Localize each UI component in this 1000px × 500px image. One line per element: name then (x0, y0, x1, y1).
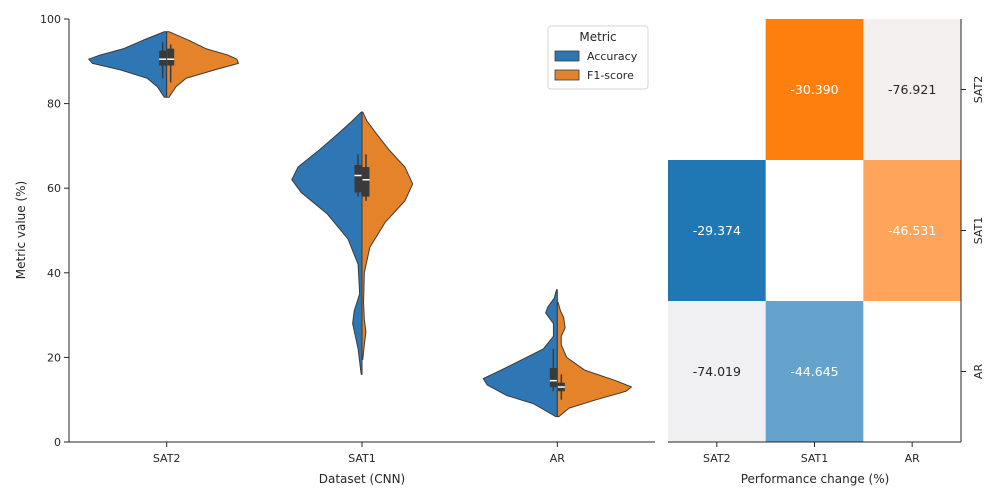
violin-x-tick-label-sat1: SAT1 (348, 452, 376, 465)
heatmap-x-tick-label-ar: AR (905, 452, 921, 465)
violin-y-tick-label: 100 (40, 13, 61, 26)
violin-y-tick-label: 0 (54, 436, 61, 449)
heatmap-value-sat2-ar: -76.921 (888, 82, 936, 97)
heatmap-cell-ar-sat1 (765, 301, 864, 443)
legend: Metric Accuracy F1-score (547, 25, 649, 90)
heatmap-x-ticks: SAT2 SAT1 AR (703, 442, 920, 465)
violin-bodies (88, 31, 632, 418)
violin-accuracy-ar (482, 289, 558, 418)
heatmap-cell-sat1-sat2 (668, 160, 767, 302)
heatmap-cells (668, 19, 962, 443)
violin-y-tick-label: 60 (47, 182, 61, 195)
heatmap-x-tick-label-sat2: SAT2 (703, 452, 731, 465)
heatmap-y-tick-label-ar: AR (972, 364, 985, 380)
heatmap-cell-sat1-sat1 (765, 160, 864, 302)
violin-y-tick-label: 40 (47, 267, 61, 280)
legend-title: Metric (579, 30, 616, 44)
iqr-box-accuracy-ar (549, 367, 557, 388)
violin-x-tick-label-sat2: SAT2 (153, 452, 181, 465)
violin-y-tick-label: 20 (47, 351, 61, 364)
legend-swatch-f1-score (554, 69, 580, 81)
violin-accuracy-sat1 (291, 111, 363, 375)
violin-accuracy-sat2 (88, 31, 168, 98)
heatmap-cell-ar-ar (863, 301, 962, 443)
violin-y-ticks: 0 20 40 60 80 100 (40, 13, 69, 449)
violin-x-tick-label-ar: AR (550, 452, 566, 465)
iqr-box-accuracy-sat2 (159, 50, 167, 66)
violin-boxplots (159, 42, 565, 400)
heatmap-cell-labels: -30.390 -76.921 -29.374 -46.531 -74.019 -44.6… (693, 82, 937, 379)
violin-y-tick-label: 80 (47, 98, 61, 111)
legend-label-f1-score: F1-score (587, 69, 634, 82)
heatmap-chart: -30.390 -76.921 -29.374 -46.531 -74.019 -44.6… (668, 19, 985, 486)
violin-f1-score-ar (556, 301, 632, 418)
heatmap-value-sat1-ar: -46.531 (888, 223, 936, 238)
violin-y-axis-title: Metric value (%) (14, 181, 28, 279)
violin-x-axis-title: Dataset (CNN) (319, 472, 406, 486)
heatmap-cell-sat2-sat2 (668, 19, 767, 161)
heatmap-x-axis-title: Performance change (%) (741, 472, 890, 486)
heatmap-value-ar-sat1: -44.645 (790, 364, 838, 379)
heatmap-value-ar-sat2: -74.019 (693, 364, 741, 379)
violin-f1-score-sat2 (166, 31, 239, 98)
violin-x-ticks: SAT2 SAT1 AR (153, 442, 565, 465)
iqr-box-accuracy-sat1 (354, 164, 362, 193)
violin-f1-score-sat1 (361, 111, 414, 361)
iqr-box-f1-score-sat2 (167, 48, 175, 66)
heatmap-cell-sat1-ar (863, 160, 962, 302)
legend-label-accuracy: Accuracy (587, 50, 638, 63)
heatmap-value-sat1-sat2: -29.374 (693, 223, 741, 238)
violin-chart: 0 20 40 60 80 100 SAT2 SAT1 AR Dataset (CNN) Me… (14, 13, 655, 486)
heatmap-x-tick-label-sat1: SAT1 (801, 452, 829, 465)
heatmap-y-ticks: SAT2 SAT1 AR (961, 76, 985, 379)
heatmap-y-tick-label-sat1: SAT1 (972, 217, 985, 245)
heatmap-cell-sat2-ar (863, 19, 962, 161)
iqr-box-f1-score-sat1 (362, 167, 370, 197)
heatmap-y-tick-label-sat2: SAT2 (972, 76, 985, 104)
heatmap-cell-sat2-sat1 (765, 19, 864, 161)
heatmap-cell-ar-sat2 (668, 301, 767, 443)
heatmap-value-sat2-sat1: -30.390 (790, 82, 838, 97)
legend-swatch-accuracy (554, 50, 580, 62)
